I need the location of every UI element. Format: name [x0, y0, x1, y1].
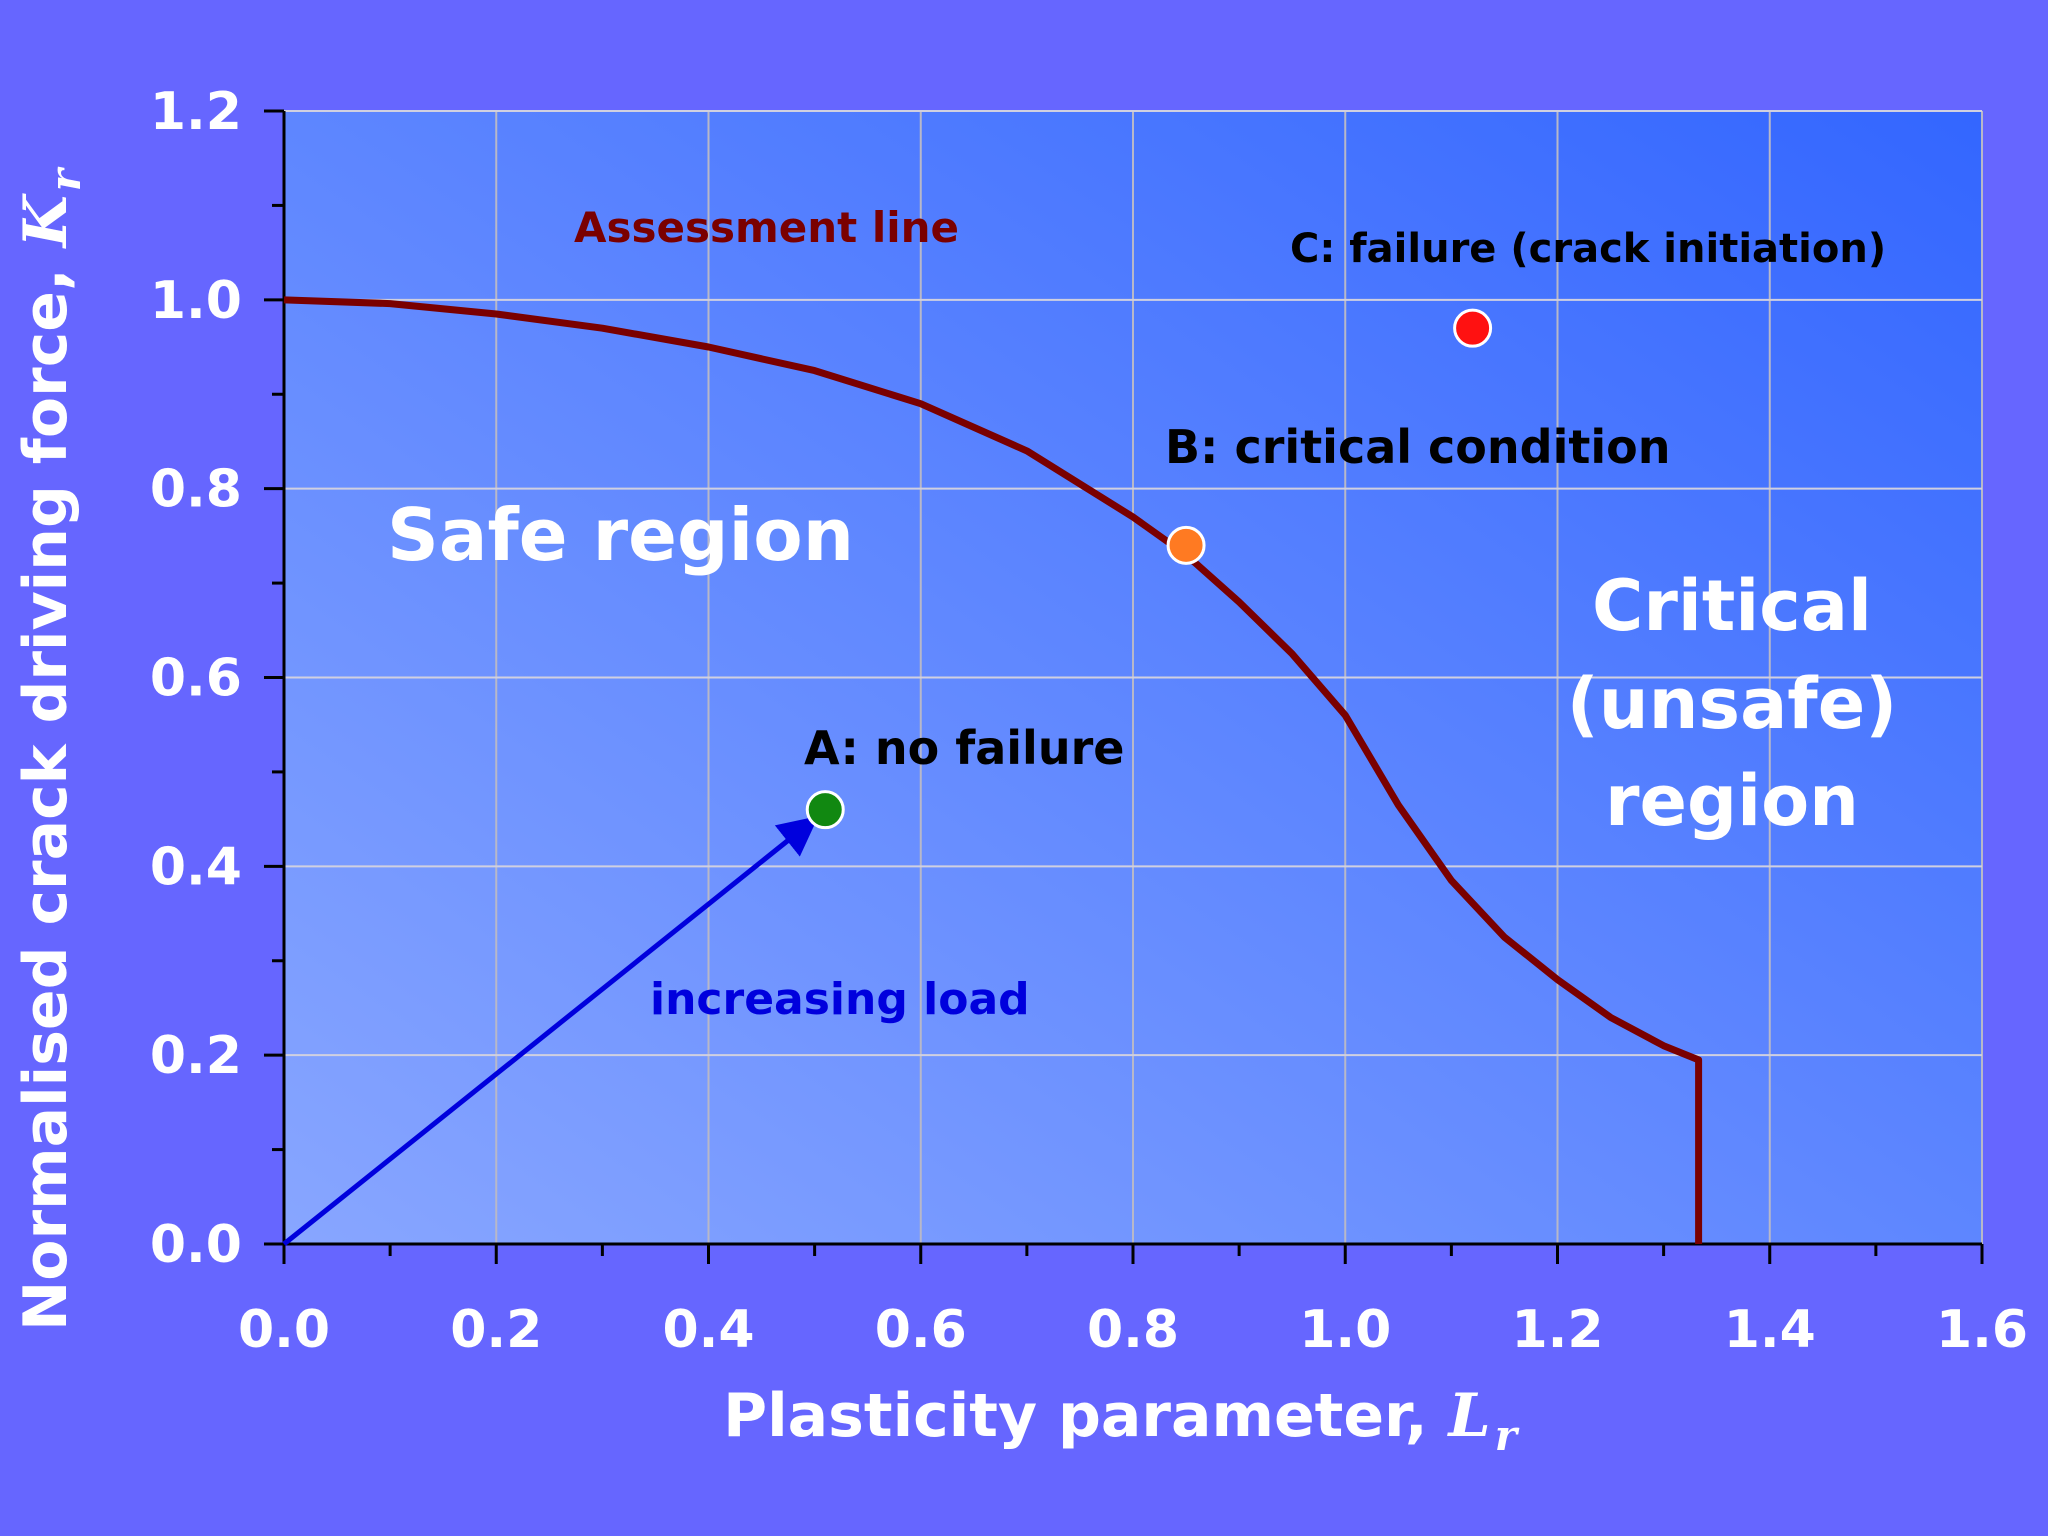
x-tick-label: 1.0 [1299, 1300, 1391, 1360]
x-tick-label: 0.8 [1087, 1300, 1179, 1360]
increasing-load-label: increasing load [650, 974, 1030, 1025]
point-c-label: C: failure (crack initiation) [1290, 226, 1886, 272]
x-tick-label: 1.6 [1936, 1300, 2028, 1360]
point-a-label: A: no failure [804, 721, 1124, 775]
y-tick-label: 0.6 [150, 649, 242, 709]
arrow-layer [282, 815, 819, 1246]
critical-region-label: Critical (unsafe) region [1567, 565, 1897, 842]
points-layer [805, 308, 1493, 830]
grid [284, 110, 1983, 1244]
y-tick-label: 1.2 [150, 82, 242, 142]
y-axis-label-text: Normalised crack driving force, [11, 247, 81, 1331]
x-tick-label: 0.2 [450, 1300, 542, 1360]
increasing-load-arrow [282, 815, 819, 1246]
y-axis-label-symbol: K [11, 192, 81, 249]
series-layer [283, 296, 1703, 1244]
point-b-label: B: critical condition [1165, 420, 1670, 474]
x-axis-label: Plasticity parameter, Lr [723, 1381, 1520, 1460]
y-tick-label: 1.0 [150, 271, 242, 331]
x-tick-label: 0.4 [662, 1300, 754, 1360]
assessment-line-label: Assessment line [574, 203, 959, 252]
x-tick-label: 1.2 [1511, 1300, 1603, 1360]
x-axis-label-symbol: L [1447, 1381, 1491, 1451]
point-b-marker [1166, 525, 1206, 565]
x-tick-label: 0.6 [875, 1300, 967, 1360]
critical-region-line-3: region [1605, 760, 1859, 842]
x-tick-label: 1.4 [1724, 1300, 1816, 1360]
x-axis-label-text: Plasticity parameter, [723, 1381, 1448, 1451]
y-tick-label: 0.2 [150, 1026, 242, 1086]
critical-region-line-2: (unsafe) [1567, 663, 1897, 745]
x-tick-label: 0.0 [238, 1300, 330, 1360]
y-tick-labels: 0.0 0.2 0.4 0.6 0.8 1.0 1.2 [150, 82, 242, 1275]
safe-region-label: Safe region [387, 493, 854, 577]
y-axis-label: Normalised crack driving force, Kr [11, 166, 90, 1331]
point-a-marker [805, 790, 845, 830]
critical-region-line-1: Critical [1592, 565, 1872, 647]
y-tick-label: 0.0 [150, 1215, 242, 1275]
x-axis-label-subscript: r [1495, 1411, 1520, 1460]
assessment-line [283, 296, 1703, 1244]
point-c-marker [1453, 308, 1493, 348]
y-tick-label: 0.8 [150, 460, 242, 520]
y-tick-label: 0.4 [150, 837, 242, 897]
x-tick-labels: 0.0 0.2 0.4 0.6 0.8 1.0 1.2 1.4 1.6 [238, 1300, 2028, 1360]
y-axis-label-subscript: r [41, 166, 90, 191]
